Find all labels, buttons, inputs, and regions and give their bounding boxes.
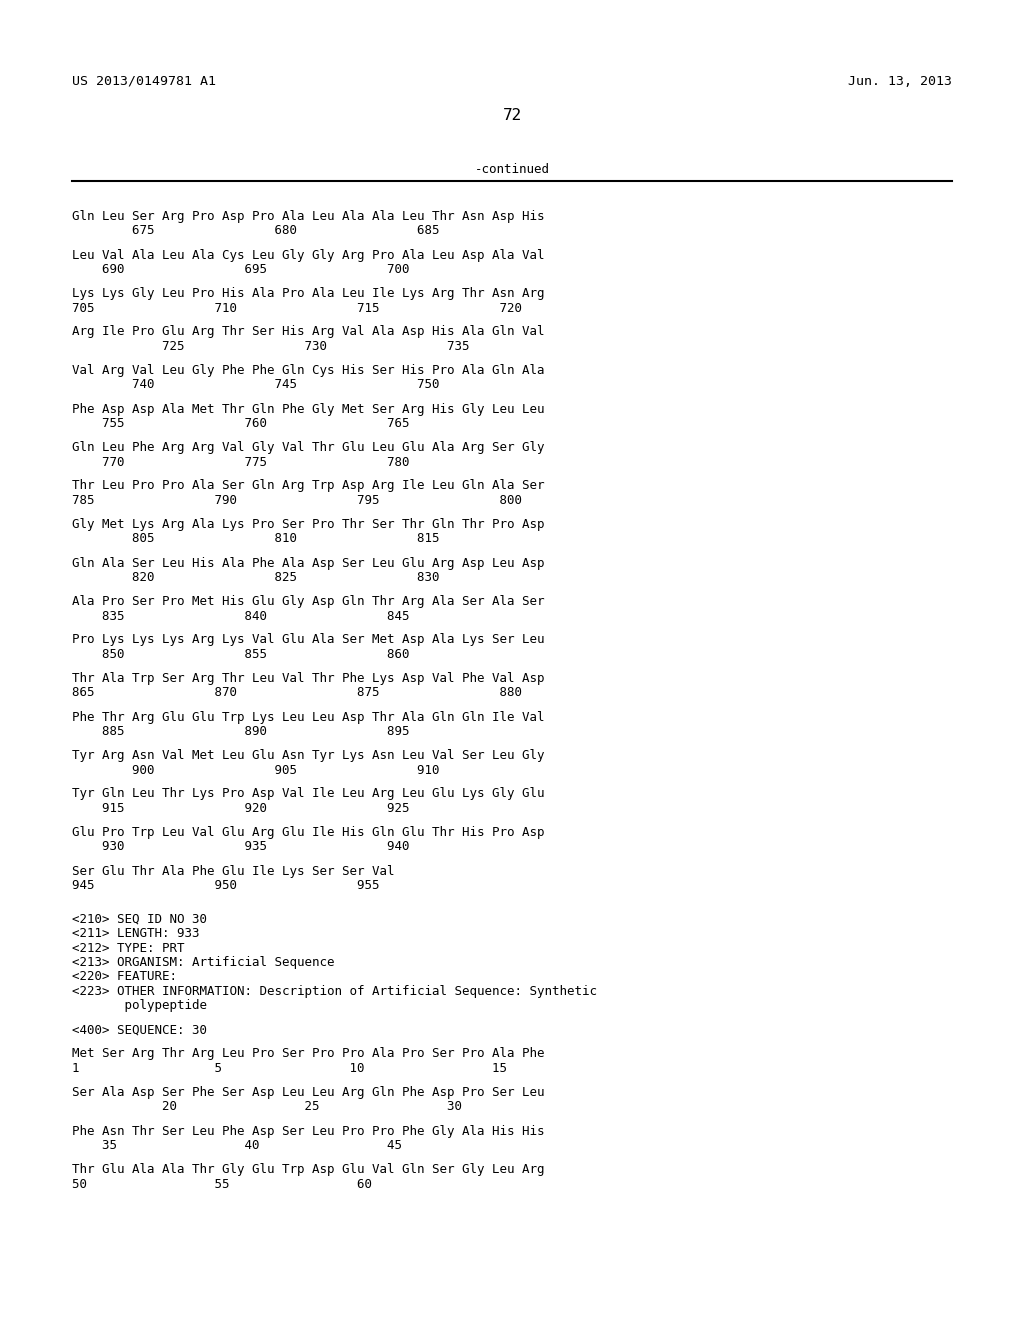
Text: 885                890                895: 885 890 895: [72, 725, 410, 738]
Text: <220> FEATURE:: <220> FEATURE:: [72, 970, 177, 983]
Text: 1                  5                 10                 15: 1 5 10 15: [72, 1063, 507, 1074]
Text: Thr Glu Ala Ala Thr Gly Glu Trp Asp Glu Val Gln Ser Gly Leu Arg: Thr Glu Ala Ala Thr Gly Glu Trp Asp Glu …: [72, 1163, 545, 1176]
Text: Lys Lys Gly Leu Pro His Ala Pro Ala Leu Ile Lys Arg Thr Asn Arg: Lys Lys Gly Leu Pro His Ala Pro Ala Leu …: [72, 286, 545, 300]
Text: US 2013/0149781 A1: US 2013/0149781 A1: [72, 75, 216, 88]
Text: -continued: -continued: [474, 162, 550, 176]
Text: Pro Lys Lys Lys Arg Lys Val Glu Ala Ser Met Asp Ala Lys Ser Leu: Pro Lys Lys Lys Arg Lys Val Glu Ala Ser …: [72, 634, 545, 647]
Text: Phe Asp Asp Ala Met Thr Gln Phe Gly Met Ser Arg His Gly Leu Leu: Phe Asp Asp Ala Met Thr Gln Phe Gly Met …: [72, 403, 545, 416]
Text: Phe Thr Arg Glu Glu Trp Lys Leu Leu Asp Thr Ala Gln Gln Ile Val: Phe Thr Arg Glu Glu Trp Lys Leu Leu Asp …: [72, 710, 545, 723]
Text: Ser Ala Asp Ser Phe Ser Asp Leu Leu Arg Gln Phe Asp Pro Ser Leu: Ser Ala Asp Ser Phe Ser Asp Leu Leu Arg …: [72, 1086, 545, 1100]
Text: Gln Ala Ser Leu His Ala Phe Ala Asp Ser Leu Glu Arg Asp Leu Asp: Gln Ala Ser Leu His Ala Phe Ala Asp Ser …: [72, 557, 545, 569]
Text: 740                745                750: 740 745 750: [72, 379, 439, 392]
Text: 725                730                735: 725 730 735: [72, 341, 469, 352]
Text: <223> OTHER INFORMATION: Description of Artificial Sequence: Synthetic: <223> OTHER INFORMATION: Description of …: [72, 985, 597, 998]
Text: <400> SEQUENCE: 30: <400> SEQUENCE: 30: [72, 1023, 207, 1036]
Text: 785                790                795                800: 785 790 795 800: [72, 494, 522, 507]
Text: Phe Asn Thr Ser Leu Phe Asp Ser Leu Pro Pro Phe Gly Ala His His: Phe Asn Thr Ser Leu Phe Asp Ser Leu Pro …: [72, 1125, 545, 1138]
Text: Val Arg Val Leu Gly Phe Phe Gln Cys His Ser His Pro Ala Gln Ala: Val Arg Val Leu Gly Phe Phe Gln Cys His …: [72, 364, 545, 378]
Text: <213> ORGANISM: Artificial Sequence: <213> ORGANISM: Artificial Sequence: [72, 956, 335, 969]
Text: 20                 25                 30: 20 25 30: [72, 1101, 462, 1114]
Text: 835                840                845: 835 840 845: [72, 610, 410, 623]
Text: <211> LENGTH: 933: <211> LENGTH: 933: [72, 927, 200, 940]
Text: 50                 55                 60: 50 55 60: [72, 1177, 372, 1191]
Text: 930                935                940: 930 935 940: [72, 841, 410, 854]
Text: Ser Glu Thr Ala Phe Glu Ile Lys Ser Ser Val: Ser Glu Thr Ala Phe Glu Ile Lys Ser Ser …: [72, 865, 394, 878]
Text: 900                905                910: 900 905 910: [72, 763, 439, 776]
Text: 820                825                830: 820 825 830: [72, 572, 439, 583]
Text: Met Ser Arg Thr Arg Leu Pro Ser Pro Pro Ala Pro Ser Pro Ala Phe: Met Ser Arg Thr Arg Leu Pro Ser Pro Pro …: [72, 1048, 545, 1060]
Text: polypeptide: polypeptide: [72, 999, 207, 1012]
Text: 770                775                780: 770 775 780: [72, 455, 410, 469]
Text: Gly Met Lys Arg Ala Lys Pro Ser Pro Thr Ser Thr Gln Thr Pro Asp: Gly Met Lys Arg Ala Lys Pro Ser Pro Thr …: [72, 517, 545, 531]
Text: 915                920                925: 915 920 925: [72, 803, 410, 814]
Text: 755                760                765: 755 760 765: [72, 417, 410, 430]
Text: Ala Pro Ser Pro Met His Glu Gly Asp Gln Thr Arg Ala Ser Ala Ser: Ala Pro Ser Pro Met His Glu Gly Asp Gln …: [72, 595, 545, 609]
Text: Tyr Gln Leu Thr Lys Pro Asp Val Ile Leu Arg Leu Glu Lys Gly Glu: Tyr Gln Leu Thr Lys Pro Asp Val Ile Leu …: [72, 788, 545, 800]
Text: Gln Leu Ser Arg Pro Asp Pro Ala Leu Ala Ala Leu Thr Asn Asp His: Gln Leu Ser Arg Pro Asp Pro Ala Leu Ala …: [72, 210, 545, 223]
Text: Thr Leu Pro Pro Ala Ser Gln Arg Trp Asp Arg Ile Leu Gln Ala Ser: Thr Leu Pro Pro Ala Ser Gln Arg Trp Asp …: [72, 479, 545, 492]
Text: Tyr Arg Asn Val Met Leu Glu Asn Tyr Lys Asn Leu Val Ser Leu Gly: Tyr Arg Asn Val Met Leu Glu Asn Tyr Lys …: [72, 748, 545, 762]
Text: 945                950                955: 945 950 955: [72, 879, 380, 892]
Text: Jun. 13, 2013: Jun. 13, 2013: [848, 75, 952, 88]
Text: <210> SEQ ID NO 30: <210> SEQ ID NO 30: [72, 912, 207, 925]
Text: 850                855                860: 850 855 860: [72, 648, 410, 661]
Text: 72: 72: [503, 108, 521, 123]
Text: Gln Leu Phe Arg Arg Val Gly Val Thr Glu Leu Glu Ala Arg Ser Gly: Gln Leu Phe Arg Arg Val Gly Val Thr Glu …: [72, 441, 545, 454]
Text: Arg Ile Pro Glu Arg Thr Ser His Arg Val Ala Asp His Ala Gln Val: Arg Ile Pro Glu Arg Thr Ser His Arg Val …: [72, 326, 545, 338]
Text: Leu Val Ala Leu Ala Cys Leu Gly Gly Arg Pro Ala Leu Asp Ala Val: Leu Val Ala Leu Ala Cys Leu Gly Gly Arg …: [72, 248, 545, 261]
Text: 705                710                715                720: 705 710 715 720: [72, 301, 522, 314]
Text: <212> TYPE: PRT: <212> TYPE: PRT: [72, 941, 184, 954]
Text: Glu Pro Trp Leu Val Glu Arg Glu Ile His Gln Glu Thr His Pro Asp: Glu Pro Trp Leu Val Glu Arg Glu Ile His …: [72, 826, 545, 840]
Text: 690                695                700: 690 695 700: [72, 263, 410, 276]
Text: 865                870                875                880: 865 870 875 880: [72, 686, 522, 700]
Text: Thr Ala Trp Ser Arg Thr Leu Val Thr Phe Lys Asp Val Phe Val Asp: Thr Ala Trp Ser Arg Thr Leu Val Thr Phe …: [72, 672, 545, 685]
Text: 675                680                685: 675 680 685: [72, 224, 439, 238]
Text: 35                 40                 45: 35 40 45: [72, 1139, 402, 1152]
Text: 805                810                815: 805 810 815: [72, 532, 439, 545]
